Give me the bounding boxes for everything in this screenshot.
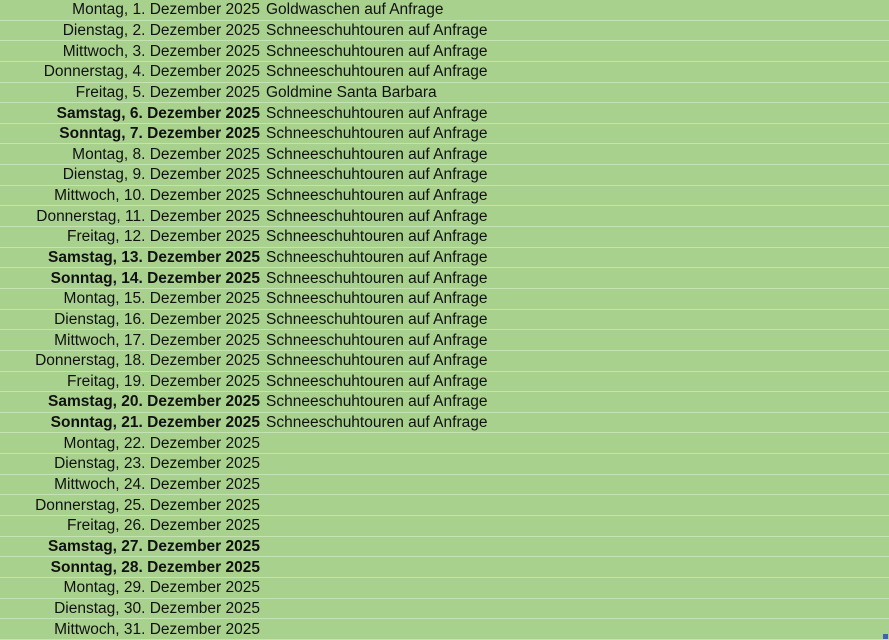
date-cell[interactable]: Montag, 22. Dezember 2025 <box>63 434 260 452</box>
calendar-row: Mittwoch, 24. Dezember 2025 <box>0 475 889 496</box>
activity-cell[interactable]: Schneeschuhtouren auf Anfrage <box>266 414 488 432</box>
calendar-row: Montag, 29. Dezember 2025 <box>0 578 889 599</box>
date-cell[interactable]: Montag, 15. Dezember 2025 <box>63 290 260 308</box>
activity-cell[interactable]: Schneeschuhtouren auf Anfrage <box>266 269 488 287</box>
activity-cell[interactable]: Schneeschuhtouren auf Anfrage <box>266 187 488 205</box>
activity-cell[interactable]: Schneeschuhtouren auf Anfrage <box>266 42 488 60</box>
activity-cell[interactable]: Schneeschuhtouren auf Anfrage <box>266 104 488 122</box>
activity-cell[interactable]: Schneeschuhtouren auf Anfrage <box>266 166 488 184</box>
date-cell[interactable]: Dienstag, 23. Dezember 2025 <box>54 455 260 473</box>
activity-cell[interactable]: Schneeschuhtouren auf Anfrage <box>266 331 488 349</box>
calendar-row: Mittwoch, 31. Dezember 2025 <box>0 619 889 640</box>
calendar-row: Sonntag, 21. Dezember 2025 Schneeschuhtou… <box>0 413 889 434</box>
date-cell[interactable]: Samstag, 6. Dezember 2025 <box>56 104 260 122</box>
calendar-row: Mittwoch, 3. Dezember 2025 Schneeschuhtou… <box>0 41 889 62</box>
activity-cell[interactable]: Goldwaschen auf Anfrage <box>266 1 444 19</box>
date-cell[interactable]: Samstag, 13. Dezember 2025 <box>48 249 260 266</box>
date-cell[interactable]: Mittwoch, 17. Dezember 2025 <box>54 331 260 349</box>
date-cell[interactable]: Samstag, 20. Dezember 2025 <box>48 393 260 411</box>
calendar-row: Samstag, 13. Dezember 2025 Schneeschuhtou… <box>0 248 889 269</box>
activity-cell[interactable]: Goldmine Santa Barbara <box>266 83 437 101</box>
calendar-row: Montag, 15. Dezember 2025 Schneeschuhtour… <box>0 289 889 310</box>
date-cell[interactable]: Donnerstag, 18. Dezember 2025 <box>35 352 260 370</box>
calendar-row: Donnerstag, 25. Dezember 2025 <box>0 495 889 517</box>
calendar-row: Montag, 22. Dezember 2025 <box>0 433 889 455</box>
calendar-row: Mittwoch, 17. Dezember 2025 Schneeschuhto… <box>0 330 889 351</box>
calendar-row: Mittwoch, 10. Dezember 2025 Schneeschuhto… <box>0 186 889 207</box>
calendar-row: Dienstag, 30. Dezember 2025 <box>0 599 889 620</box>
calendar-row: Sonntag, 28. Dezember 2025 <box>0 557 889 578</box>
date-cell[interactable]: Sonntag, 28. Dezember 2025 <box>50 558 260 576</box>
date-cell[interactable]: Dienstag, 9. Dezember 2025 <box>62 166 260 184</box>
calendar-row: Dienstag, 16. Dezember 2025 Schneeschuhto… <box>0 310 889 331</box>
activity-cell[interactable]: Schneeschuhtouren auf Anfrage <box>266 352 488 370</box>
calendar-row: Donnerstag, 11. Dezember 2025 Schneeschuh… <box>0 206 889 228</box>
date-cell[interactable]: Montag, 29. Dezember 2025 <box>63 579 260 597</box>
date-cell[interactable]: Freitag, 26. Dezember 2025 <box>67 517 260 535</box>
date-cell[interactable]: Donnerstag, 25. Dezember 2025 <box>35 496 260 514</box>
resize-handle[interactable] <box>883 634 888 639</box>
date-cell[interactable]: Freitag, 12. Dezember 2025 <box>67 228 260 246</box>
date-cell[interactable]: Freitag, 5. Dezember 2025 <box>75 83 260 101</box>
calendar-row: Sonntag, 7. Dezember 2025 Schneeschuhtour… <box>0 124 889 145</box>
calendar-row: Sonntag, 14. Dezember 2025 Schneeschuhtou… <box>0 268 889 289</box>
activity-cell[interactable]: Schneeschuhtouren auf Anfrage <box>266 290 488 308</box>
calendar-row: Dienstag, 9. Dezember 2025 Schneeschuhtou… <box>0 165 889 186</box>
date-cell[interactable]: Montag, 8. Dezember 2025 <box>72 145 260 163</box>
calendar-row: Dienstag, 23. Dezember 2025 <box>0 454 889 475</box>
date-cell[interactable]: Sonntag, 7. Dezember 2025 <box>59 125 260 143</box>
calendar-row: Freitag, 26. Dezember 2025 <box>0 516 889 537</box>
date-cell[interactable]: Montag, 1. Dezember 2025 <box>72 1 260 19</box>
date-cell[interactable]: Samstag, 27. Dezember 2025 <box>48 537 260 555</box>
date-cell[interactable]: Sonntag, 14. Dezember 2025 <box>50 269 260 287</box>
activity-cell[interactable]: Schneeschuhtouren auf Anfrage <box>266 249 488 266</box>
calendar-row: Samstag, 27. Dezember 2025 <box>0 537 889 558</box>
date-cell[interactable]: Mittwoch, 3. Dezember 2025 <box>62 42 260 60</box>
activity-cell[interactable]: Schneeschuhtouren auf Anfrage <box>266 228 488 246</box>
calendar-row: Montag, 8. Dezember 2025 Schneeschuhtoure… <box>0 144 889 166</box>
date-cell[interactable]: Donnerstag, 11. Dezember 2025 <box>36 207 260 225</box>
date-cell[interactable]: Mittwoch, 31. Dezember 2025 <box>54 620 260 638</box>
date-cell[interactable]: Mittwoch, 24. Dezember 2025 <box>54 476 260 494</box>
date-cell[interactable]: Dienstag, 30. Dezember 2025 <box>54 599 260 617</box>
activity-cell[interactable]: Schneeschuhtouren auf Anfrage <box>266 372 488 390</box>
calendar-row: Freitag, 12. Dezember 2025 Schneeschuhtou… <box>0 227 889 248</box>
calendar-row: Samstag, 20. Dezember 2025 Schneeschuhtou… <box>0 392 889 413</box>
calendar-row: Donnerstag, 4. Dezember 2025 Schneeschuht… <box>0 62 889 83</box>
calendar-row: Montag, 1. Dezember 2025 Goldwaschen auf … <box>0 0 889 21</box>
activity-cell[interactable]: Schneeschuhtouren auf Anfrage <box>266 393 488 411</box>
calendar-row: Donnerstag, 18. Dezember 2025 Schneeschuh… <box>0 351 889 372</box>
activity-cell[interactable]: Schneeschuhtouren auf Anfrage <box>266 125 488 143</box>
calendar-row: Freitag, 5. Dezember 2025 Goldmine Santa … <box>0 83 889 104</box>
calendar-row: Dienstag, 2. Dezember 2025 Schneeschuhtou… <box>0 21 889 42</box>
activity-cell[interactable]: Schneeschuhtouren auf Anfrage <box>266 21 488 39</box>
activity-cell[interactable]: Schneeschuhtouren auf Anfrage <box>266 207 488 225</box>
activity-cell[interactable]: Schneeschuhtouren auf Anfrage <box>266 63 488 81</box>
activity-cell[interactable]: Schneeschuhtouren auf Anfrage <box>266 145 488 163</box>
date-cell[interactable]: Dienstag, 16. Dezember 2025 <box>54 310 260 328</box>
calendar-row: Freitag, 19. Dezember 2025 Schneeschuhtou… <box>0 372 889 393</box>
date-cell[interactable]: Mittwoch, 10. Dezember 2025 <box>54 187 260 205</box>
date-cell[interactable]: Sonntag, 21. Dezember 2025 <box>50 414 260 432</box>
date-cell[interactable]: Freitag, 19. Dezember 2025 <box>67 372 260 390</box>
date-cell[interactable]: Donnerstag, 4. Dezember 2025 <box>43 63 260 81</box>
date-cell[interactable]: Dienstag, 2. Dezember 2025 <box>62 21 260 39</box>
activity-cell[interactable]: Schneeschuhtouren auf Anfrage <box>266 310 488 328</box>
calendar-row: Samstag, 6. Dezember 2025 Schneeschuhtour… <box>0 103 889 124</box>
